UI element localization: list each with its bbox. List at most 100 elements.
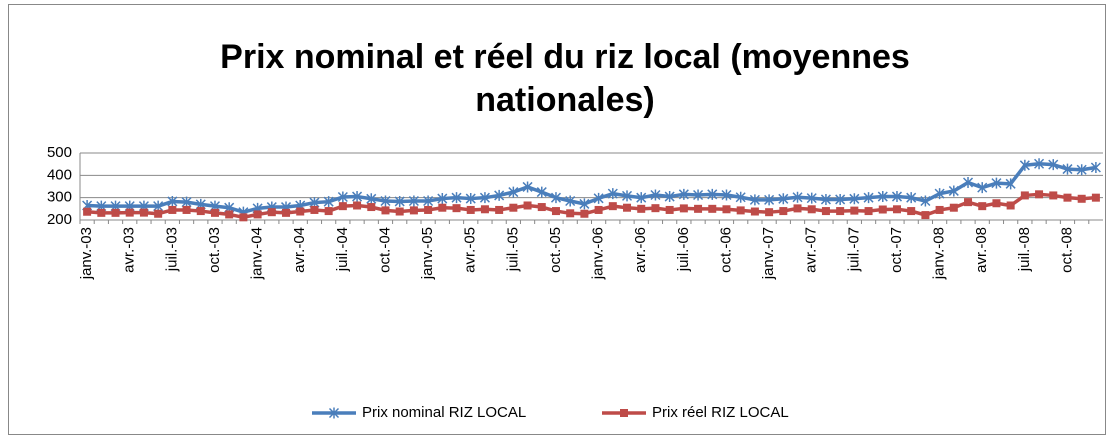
marker xyxy=(239,213,248,222)
marker xyxy=(778,193,789,205)
marker xyxy=(580,209,589,218)
marker xyxy=(1049,191,1058,200)
marker xyxy=(366,193,377,205)
x-tick-label: juil.-08 xyxy=(1016,227,1033,272)
x-tick-label: oct.-05 xyxy=(547,227,564,273)
y-tick-label: 300 xyxy=(47,189,72,206)
marker xyxy=(878,205,887,214)
legend-label: Prix réel RIZ LOCAL xyxy=(652,404,789,421)
marker xyxy=(579,198,590,210)
marker xyxy=(409,206,418,215)
marker xyxy=(310,205,319,214)
x-tick-label: oct.-08 xyxy=(1058,227,1075,273)
marker xyxy=(1048,159,1059,171)
marker xyxy=(380,195,391,207)
marker xyxy=(991,177,1002,189)
marker xyxy=(863,192,874,204)
marker xyxy=(324,207,333,216)
marker xyxy=(296,207,305,216)
marker xyxy=(1035,190,1044,199)
marker xyxy=(962,176,974,188)
marker xyxy=(1020,191,1029,200)
marker xyxy=(1063,193,1072,202)
legend-label: Prix nominal RIZ LOCAL xyxy=(362,404,526,421)
marker xyxy=(210,208,219,217)
marker xyxy=(623,203,632,212)
marker xyxy=(935,205,944,214)
x-tick-label: janv.-08 xyxy=(931,227,948,280)
marker xyxy=(182,205,191,214)
marker xyxy=(328,407,340,419)
marker xyxy=(225,210,234,219)
marker xyxy=(593,192,604,204)
marker xyxy=(736,206,745,215)
series-line xyxy=(87,161,1097,214)
marker xyxy=(977,182,988,194)
marker xyxy=(479,192,490,204)
x-tick-label: avr.-04 xyxy=(291,227,308,273)
marker xyxy=(735,191,746,203)
x-tick-label: juil.-03 xyxy=(163,227,180,272)
marker xyxy=(749,194,760,206)
marker xyxy=(338,202,347,211)
marker xyxy=(765,208,774,217)
marker xyxy=(621,190,633,202)
marker xyxy=(438,203,447,212)
marker xyxy=(722,205,731,214)
marker xyxy=(408,195,419,207)
marker xyxy=(323,196,334,208)
marker xyxy=(551,207,560,216)
marker xyxy=(1090,162,1101,174)
marker xyxy=(892,205,901,214)
marker xyxy=(253,210,262,219)
marker xyxy=(877,191,888,203)
marker xyxy=(381,206,390,215)
marker xyxy=(1019,159,1030,171)
marker xyxy=(367,203,376,212)
marker xyxy=(1077,194,1086,203)
marker xyxy=(83,207,92,216)
marker xyxy=(537,203,546,212)
marker xyxy=(620,409,628,417)
marker xyxy=(637,204,646,213)
x-tick-label: janv.-06 xyxy=(590,227,607,280)
x-tick-label: oct.-04 xyxy=(376,227,393,273)
marker xyxy=(949,203,958,212)
marker xyxy=(508,186,519,198)
marker xyxy=(423,195,434,207)
marker xyxy=(465,193,476,205)
marker xyxy=(836,207,845,216)
marker xyxy=(849,193,860,205)
marker xyxy=(523,201,532,210)
x-tick-label: oct.-03 xyxy=(206,227,223,273)
x-tick-label: oct.-07 xyxy=(888,227,905,273)
x-tick-label: avr.-08 xyxy=(973,227,990,273)
marker xyxy=(921,211,930,220)
marker xyxy=(920,195,931,207)
marker xyxy=(693,189,704,201)
x-tick-label: juil.-07 xyxy=(845,227,862,272)
marker xyxy=(651,204,660,213)
marker xyxy=(864,207,873,216)
marker xyxy=(793,204,802,213)
marker xyxy=(821,207,830,216)
marker xyxy=(907,207,916,216)
marker xyxy=(353,201,362,210)
marker xyxy=(451,192,462,204)
marker xyxy=(1006,201,1015,210)
marker xyxy=(934,188,945,200)
x-tick-label: juil.-05 xyxy=(504,227,521,272)
marker xyxy=(337,191,348,203)
y-tick-label: 200 xyxy=(47,211,72,228)
marker xyxy=(665,205,674,214)
marker xyxy=(708,204,717,213)
marker xyxy=(1076,164,1087,176)
marker xyxy=(820,193,831,205)
marker xyxy=(679,204,688,213)
marker xyxy=(607,188,618,200)
marker xyxy=(494,189,505,201)
marker xyxy=(807,205,816,214)
marker xyxy=(678,188,689,200)
